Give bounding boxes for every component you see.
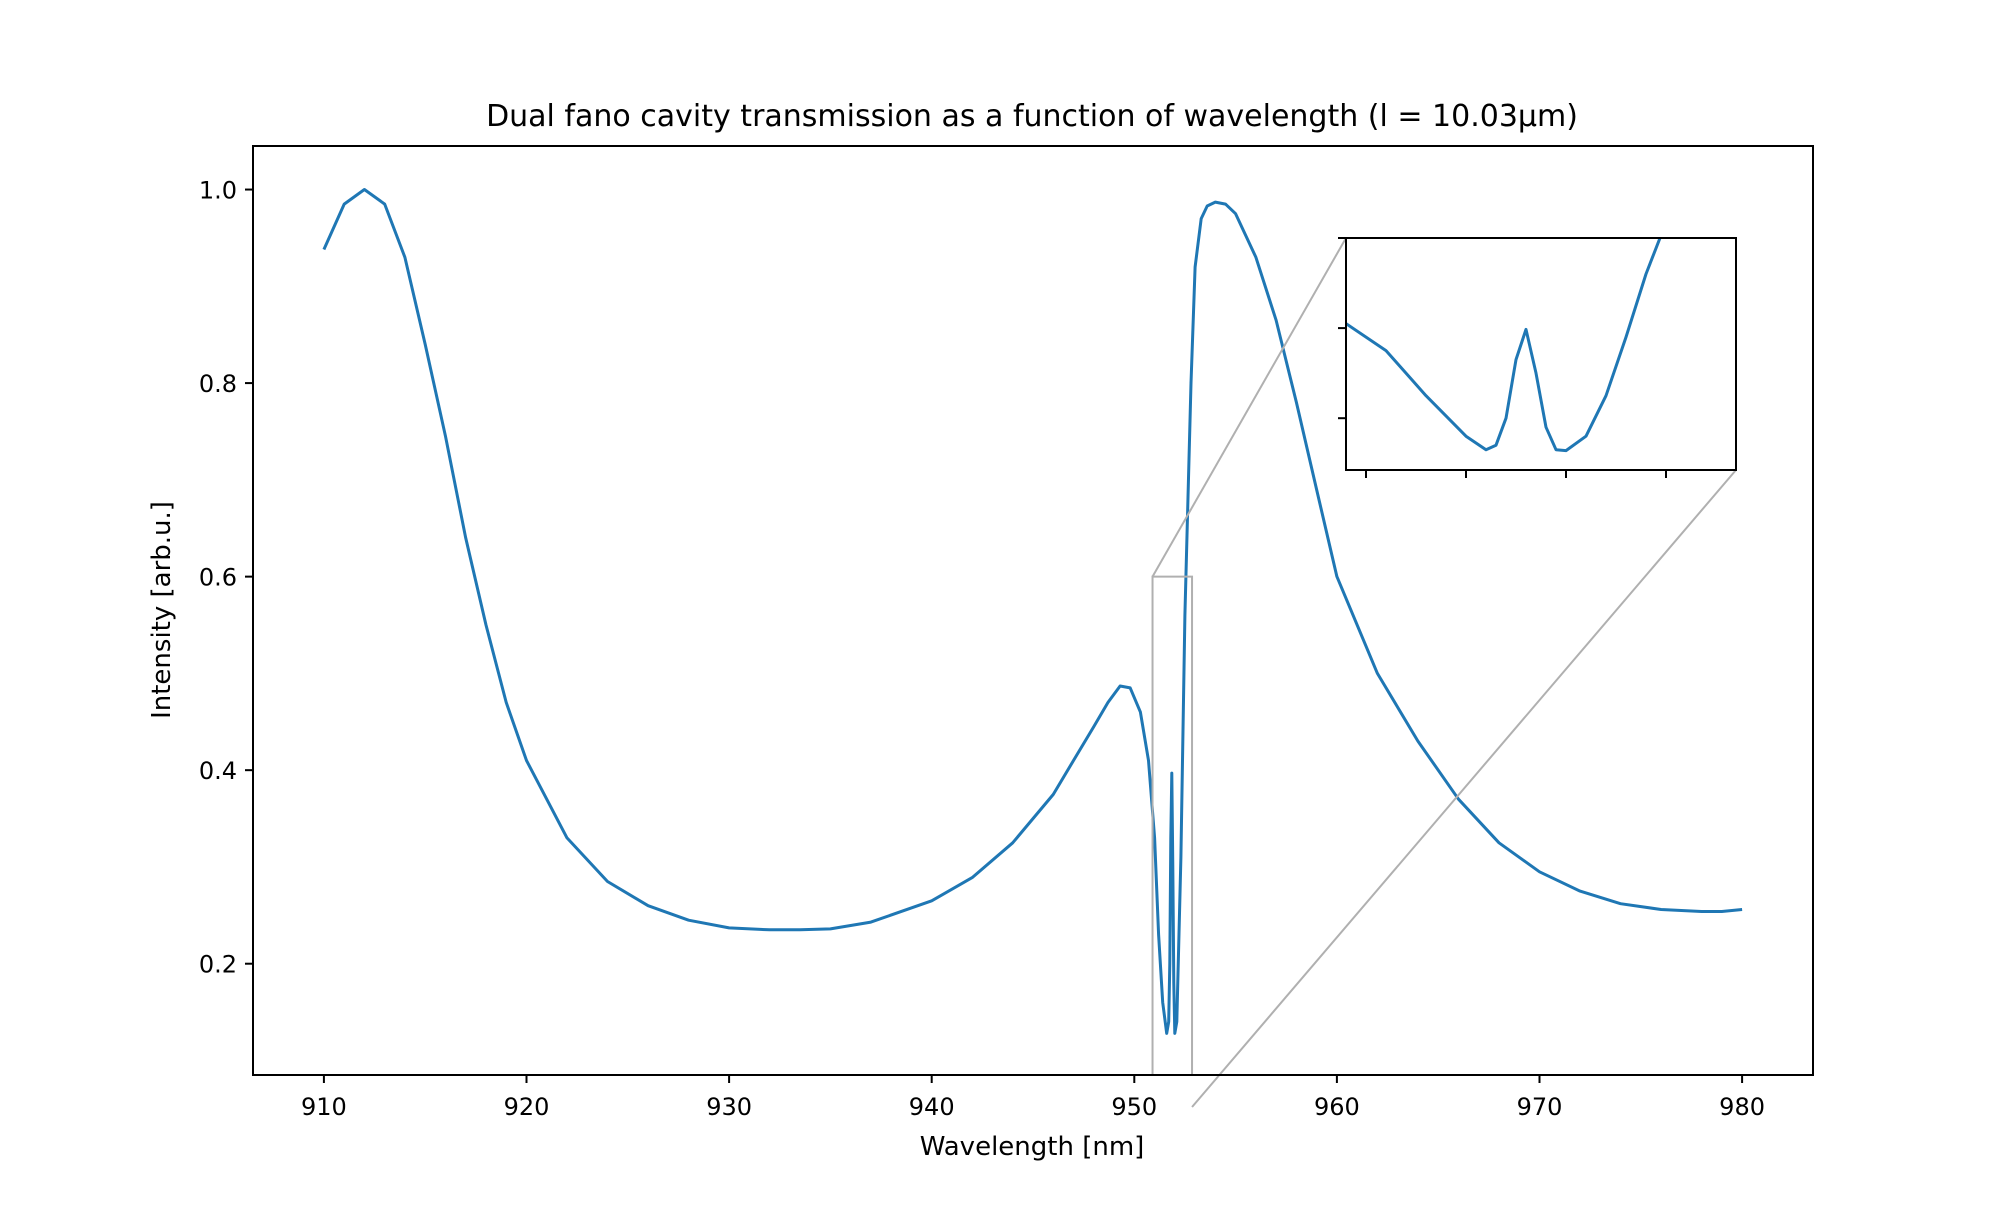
series-line [322, 188, 1743, 1035]
x-tick-label: 920 [504, 1093, 550, 1121]
x-tick-label: 980 [1719, 1093, 1765, 1121]
inset-background [1346, 238, 1736, 470]
main-plot-area: 910 920 930 940 950 960 970 980 0.2 0.4 0.6 0.8 1.0 [199, 145, 1814, 1121]
y-tick-label: 0.6 [199, 564, 237, 592]
x-tick-label: 970 [1517, 1093, 1563, 1121]
x-tick-label: 940 [909, 1093, 955, 1121]
inset-frame [1345, 237, 1737, 471]
x-tick-label: 960 [1314, 1093, 1360, 1121]
plot-frame [252, 145, 1814, 1076]
y-tick-label: 0.4 [199, 757, 237, 785]
y-tick-label: 1.0 [199, 177, 237, 205]
y-axis-label: Intensity [arb.u.] [147, 501, 177, 719]
inset-series-line [1346, 238, 1662, 453]
x-axis-label: Wavelength [nm] [920, 1132, 1145, 1162]
x-tick-label: 930 [706, 1093, 752, 1121]
x-tick-label: 950 [1111, 1093, 1157, 1121]
zoom-connector-line [1151, 237, 1347, 578]
inset-plot-area [1338, 237, 1737, 478]
chart-title: Dual fano cavity transmission as a funct… [486, 99, 1578, 134]
y-tick-label: 0.2 [199, 951, 237, 979]
y-tick-label: 0.8 [199, 370, 237, 398]
zoom-connector-line [1191, 469, 1737, 1108]
x-tick-label: 910 [301, 1093, 347, 1121]
